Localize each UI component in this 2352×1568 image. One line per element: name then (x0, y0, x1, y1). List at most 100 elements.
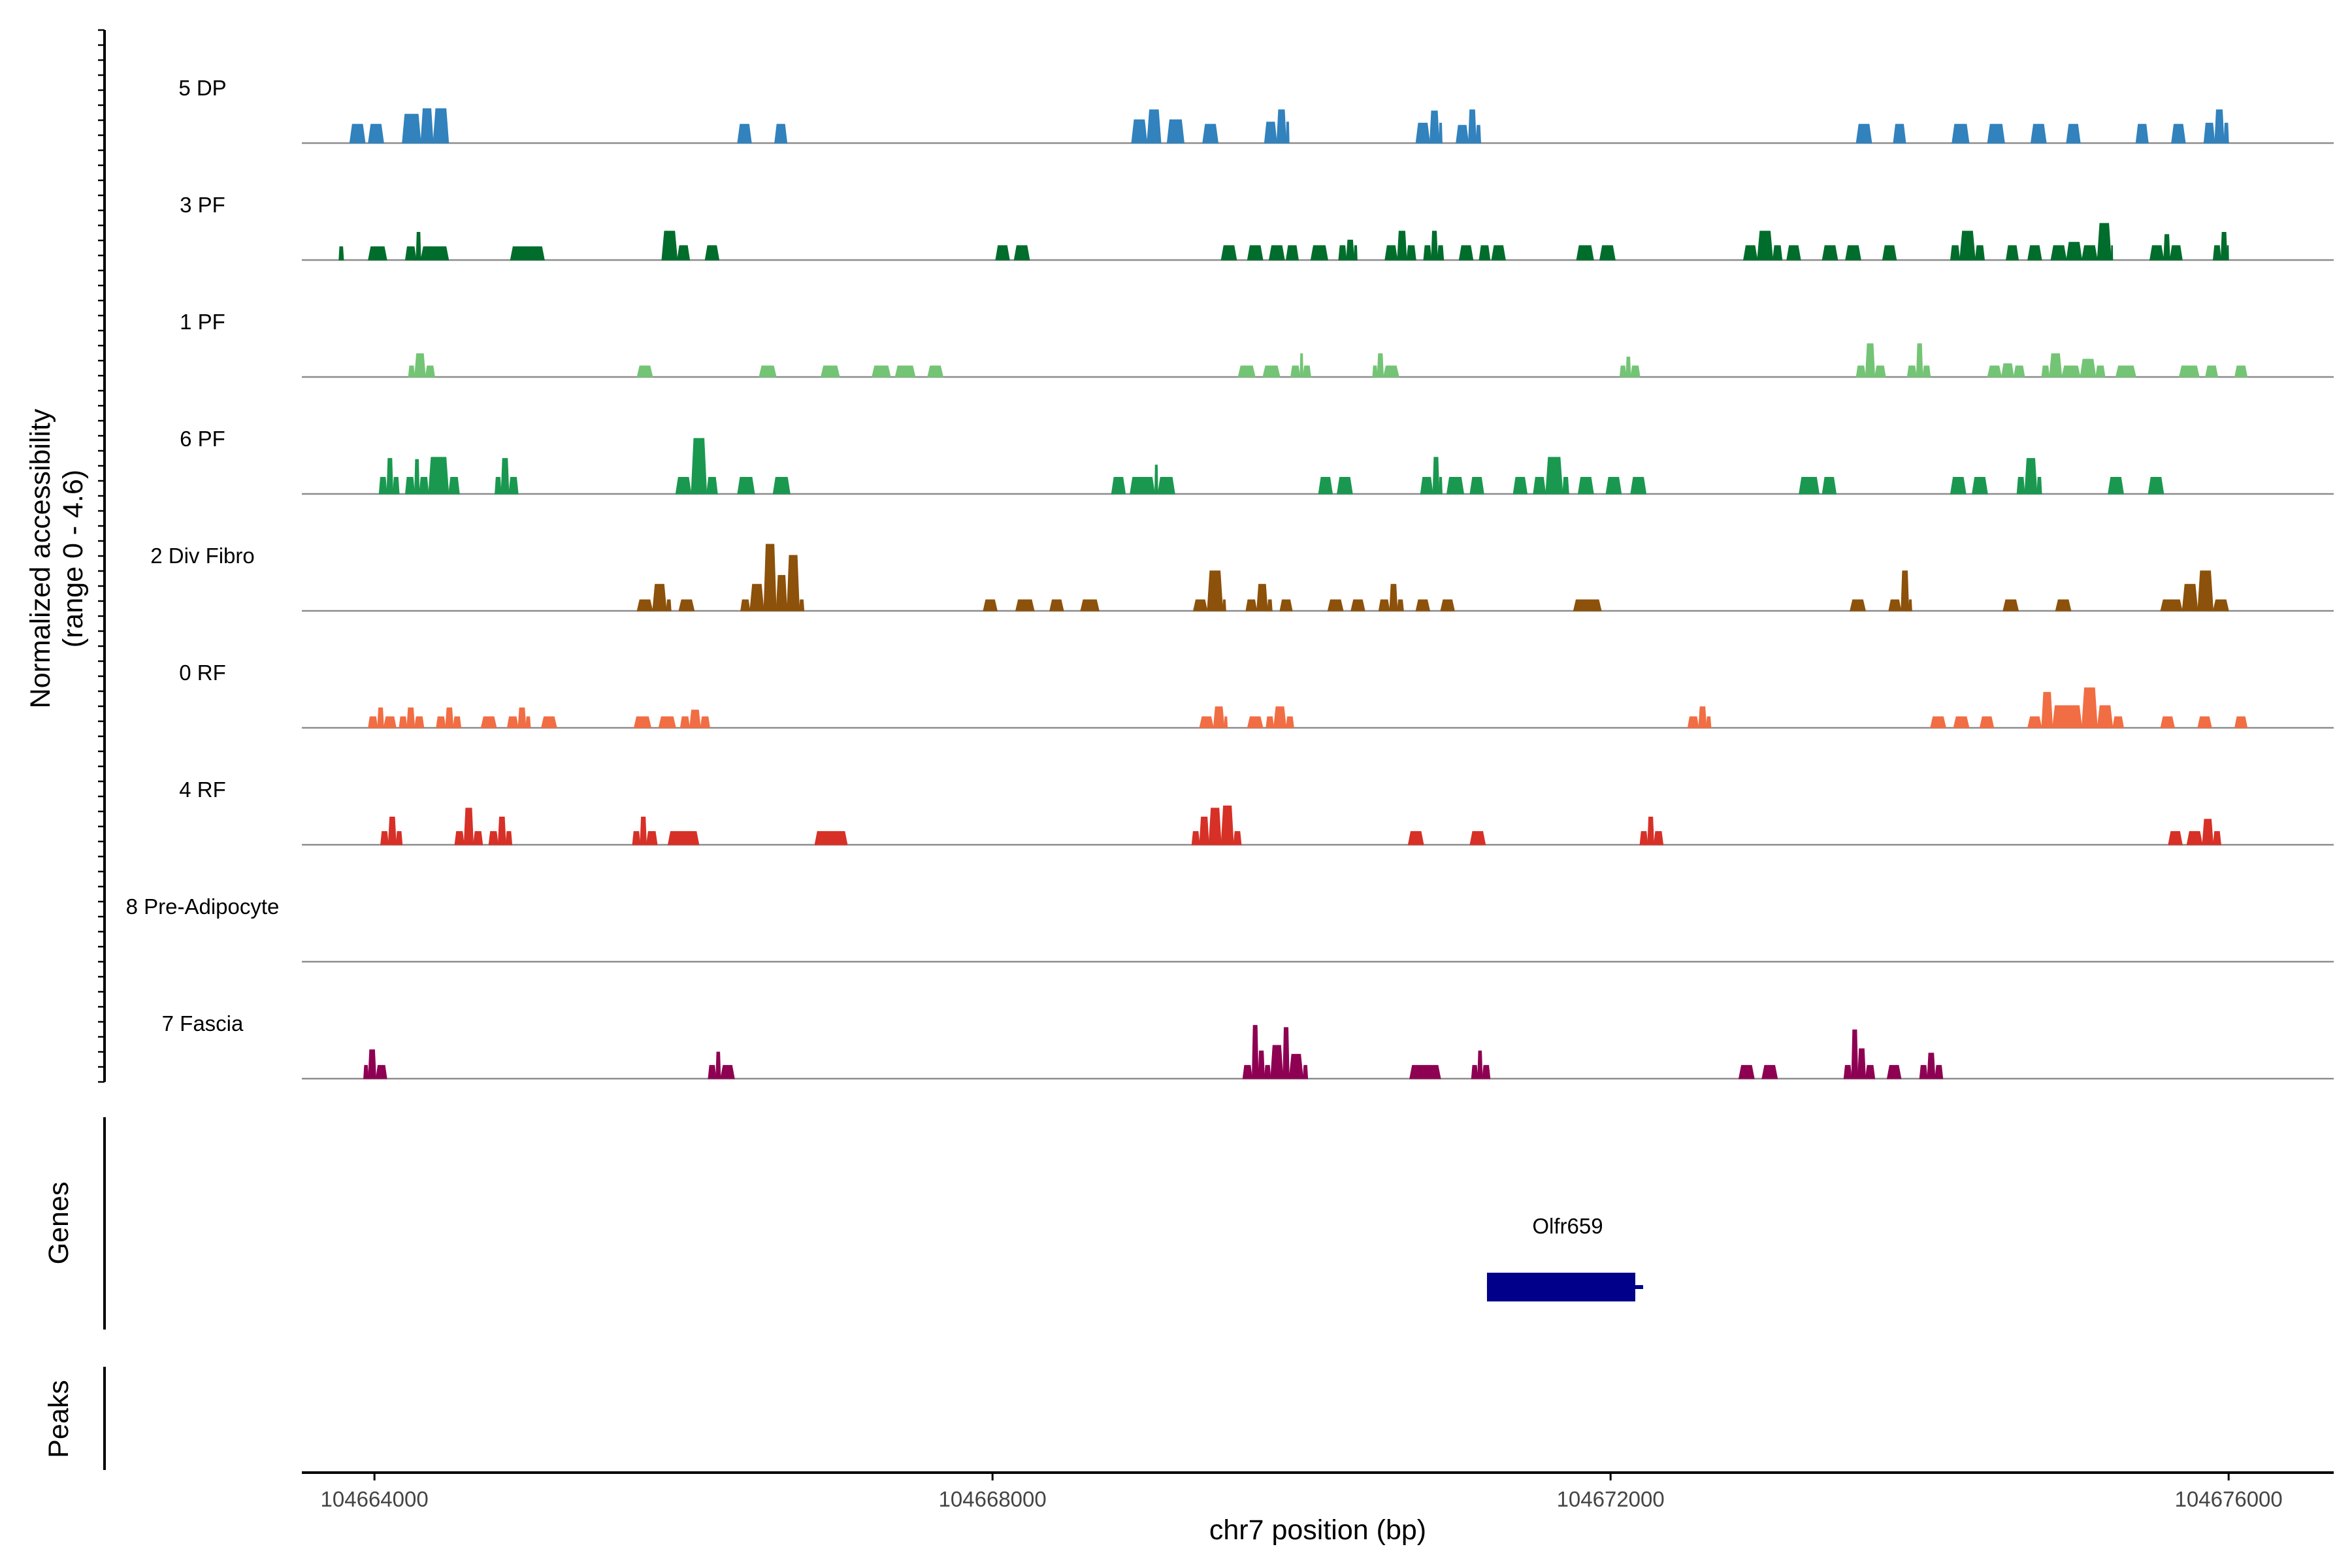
coverage-peak (1338, 245, 1347, 261)
coverage-peak (1456, 125, 1469, 144)
coverage-peak (402, 114, 421, 144)
coverage-peak (776, 575, 788, 612)
coverage-peak (416, 232, 421, 261)
coverage-peak (1245, 599, 1258, 612)
x-axis-ticks: 104664000 104668000 104672000 104676000 (321, 1473, 2283, 1511)
coverage-peak (2234, 365, 2248, 378)
coverage-peak (500, 458, 510, 495)
coverage-peak (632, 831, 641, 845)
coverage-peak (1224, 716, 1228, 728)
coverage-peak (1256, 583, 1268, 612)
coverage-peak (640, 817, 647, 845)
coverage-peak (395, 831, 403, 845)
coverage-peak (349, 123, 366, 144)
coverage-peak (1533, 477, 1546, 495)
coverage-peak (1573, 599, 1602, 612)
coverage-peak (2197, 570, 2214, 612)
genes-panel-title: Genes (43, 1182, 74, 1265)
coverage-peak (983, 599, 998, 612)
coverage-peak (1987, 365, 2002, 378)
coverage-peak (1147, 109, 1162, 144)
coverage-peak (399, 716, 408, 728)
coverage-peak (408, 365, 416, 378)
track-label: 3 PF (180, 193, 225, 217)
track-label: 2 Div Fibro (150, 544, 255, 568)
coverage-peak (749, 583, 764, 612)
coverage-peak (1207, 570, 1224, 612)
coverage-peak (763, 544, 777, 612)
coverage-peak (1015, 599, 1035, 612)
coverage-peak (2080, 359, 2097, 378)
coverage-peak (1382, 365, 1399, 378)
coverage-peak (1258, 1051, 1265, 1079)
coverage-peak (1013, 245, 1030, 261)
coverage-peak (2081, 687, 2098, 728)
coverage-peak (488, 831, 498, 845)
coverage-peak (1987, 123, 2005, 144)
coverage-peak (2006, 245, 2019, 261)
coverage-peak (1639, 831, 1648, 845)
coverage-peak (1276, 109, 1287, 144)
coverage-peak (508, 477, 519, 495)
coverage-peak (2148, 477, 2164, 495)
coverage-peak (927, 365, 944, 378)
coverage-peak (414, 459, 420, 495)
coverage-peak (2197, 716, 2212, 728)
coverage-peak (1491, 245, 1506, 261)
coverage-peak (2212, 831, 2221, 845)
coverage-peak (1154, 465, 1158, 495)
coverage-peak (1279, 599, 1293, 612)
coverage-peak (1192, 599, 1208, 612)
coverage-peak (1886, 1065, 1902, 1079)
coverage-peak (2024, 458, 2038, 495)
coverage-peak (1439, 477, 1443, 495)
coverage-peak (1919, 1065, 1928, 1079)
coverage-peak (1738, 1065, 1755, 1079)
coverage-peak (1350, 599, 1365, 612)
coverage-peak (540, 716, 557, 728)
track-9 (302, 1024, 2334, 1080)
coverage-peak (633, 716, 652, 728)
coverage-peak (2212, 599, 2229, 612)
coverage-peak (472, 831, 483, 845)
coverage-peak (1577, 477, 1594, 495)
coverage-peak (1874, 365, 1886, 378)
coverage-peak (436, 716, 446, 728)
coverage-peak (1415, 122, 1431, 144)
coverage-peak (740, 599, 751, 612)
coverage-peak (1950, 245, 1961, 261)
coverage-peak (1630, 365, 1641, 378)
coverage-peak (677, 245, 691, 261)
track-label: 5 DP (178, 76, 226, 100)
coverage-peak (2181, 583, 2198, 612)
coverage-peak (1285, 716, 1294, 728)
coverage-peak (2178, 365, 2200, 378)
coverage-peak (1625, 356, 1631, 378)
coverage-peak (1378, 599, 1390, 612)
track-1 (302, 108, 2334, 144)
coverage-peak (1285, 245, 1299, 261)
coverage-peak (2234, 716, 2248, 728)
coverage-peak (2030, 123, 2047, 144)
coverage-peak (2160, 716, 2176, 728)
coverage-peak (1439, 122, 1443, 144)
coverage-peak (814, 831, 848, 845)
coverage-peak (1202, 123, 1219, 144)
coverage-peak (1415, 599, 1431, 612)
coverage-peak (1233, 831, 1242, 845)
coverage-peak (2205, 365, 2219, 378)
y-axis-title-line1: Normalized accessibility (25, 408, 56, 708)
coverage-peak (1979, 716, 1995, 728)
coverage-peak (1199, 716, 1215, 728)
coverage-peak (1857, 1048, 1866, 1079)
coverage-peak (497, 817, 506, 845)
coverage-peak (1545, 457, 1563, 495)
coverage-peak (774, 123, 788, 144)
coverage-peak (448, 477, 460, 495)
coverage-peak (1757, 231, 1774, 261)
coverage-peak (2027, 716, 2042, 728)
coverage-peak (2095, 365, 2106, 378)
coverage-peak (1220, 806, 1234, 845)
coverage-peak (1952, 123, 1970, 144)
